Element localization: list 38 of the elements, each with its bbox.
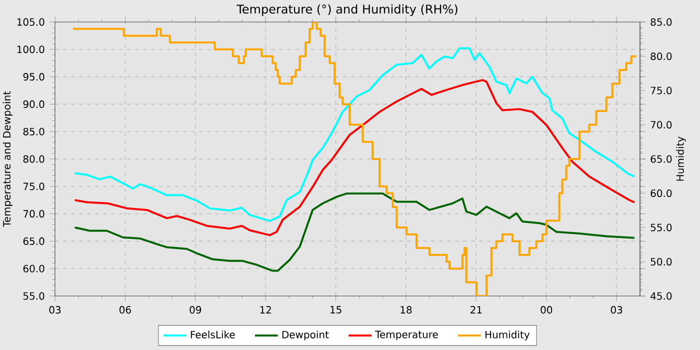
y-tick-label: 70.0 [24,210,44,218]
y2-tick-label: 45.0 [650,292,672,300]
y2-tick-label: 85.0 [650,18,672,26]
y-tick-label: 85.0 [23,128,44,136]
y-tick-label: 105.0 [17,18,44,26]
legend-label: Humidity [485,330,530,340]
y2-axis-title: Humidity [676,136,686,181]
y-tick-label: 90.0 [23,100,44,108]
y-tick-label: 100.0 [17,46,44,54]
y-tick-label: 95.0 [23,73,44,81]
line-series [74,79,636,236]
y2-tick-label: 70.0 [650,120,672,129]
y-axis-title: Temperature and Dewpoint [2,91,12,228]
x-tick-label: 21 [470,306,482,314]
y-tick-label: 65.0 [23,237,44,245]
y-tick-label: 55.0 [23,292,44,300]
x-tick-label: 03 [610,306,622,314]
legend-label: FeelsLike [190,330,235,338]
y2-tick-label: 55.0 [650,224,672,232]
y-tick-label: 75.0 [24,182,44,190]
x-tick-label: 00 [540,306,552,314]
x-tick-label: 06 [120,306,131,314]
x-tick-label: 18 [400,306,412,314]
line-series [74,47,636,222]
y2-tick-label: 75.0 [650,86,672,94]
y2-tick-label: 60.0 [650,189,672,198]
y2-tick-label: 50.0 [650,258,672,266]
legend-label: Temperature [375,330,438,340]
legend-label: Dewpoint [282,330,329,340]
chart-title: Temperature (°) and Humidity (RH%) [236,4,458,16]
x-tick-label: 15 [330,306,342,314]
y-tick-label: 80.0 [23,155,44,163]
x-tick-label: 12 [260,306,271,314]
y2-tick-label: 65.0 [650,155,672,163]
y2-tick-label: 80.0 [650,52,672,60]
x-tick-label: 09 [190,306,202,314]
y-tick-label: 60.0 [23,264,44,272]
x-tick-label: 03 [49,306,61,314]
